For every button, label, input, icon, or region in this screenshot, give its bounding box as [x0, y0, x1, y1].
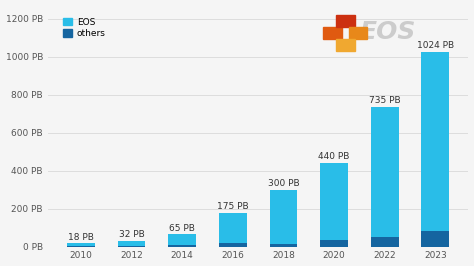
Text: 175 PB: 175 PB	[217, 202, 248, 211]
Bar	[270, 190, 297, 244]
Bar	[168, 234, 196, 245]
Text: EOS: EOS	[359, 20, 415, 44]
Text: 32 PB: 32 PB	[118, 230, 145, 239]
Text: 300 PB: 300 PB	[268, 179, 299, 188]
Legend: EOS, others: EOS, others	[61, 15, 109, 41]
Text: 18 PB: 18 PB	[68, 233, 94, 242]
Bar	[118, 246, 146, 247]
Bar	[270, 244, 297, 247]
Bar	[67, 243, 95, 246]
Bar	[219, 243, 247, 247]
Bar	[67, 246, 95, 247]
Bar	[336, 39, 355, 51]
Bar	[219, 213, 247, 243]
Bar	[118, 240, 146, 246]
Text: 735 PB: 735 PB	[369, 96, 401, 105]
Text: 1024 PB: 1024 PB	[417, 41, 454, 49]
Bar	[168, 245, 196, 247]
Bar	[320, 240, 348, 247]
Text: 440 PB: 440 PB	[319, 152, 350, 161]
Bar	[336, 15, 355, 27]
Bar	[421, 52, 449, 231]
Bar	[371, 107, 399, 237]
Bar	[348, 27, 367, 39]
Text: 65 PB: 65 PB	[169, 224, 195, 233]
Bar	[320, 163, 348, 240]
Bar	[421, 231, 449, 247]
Bar	[371, 237, 399, 247]
Bar	[323, 27, 342, 39]
